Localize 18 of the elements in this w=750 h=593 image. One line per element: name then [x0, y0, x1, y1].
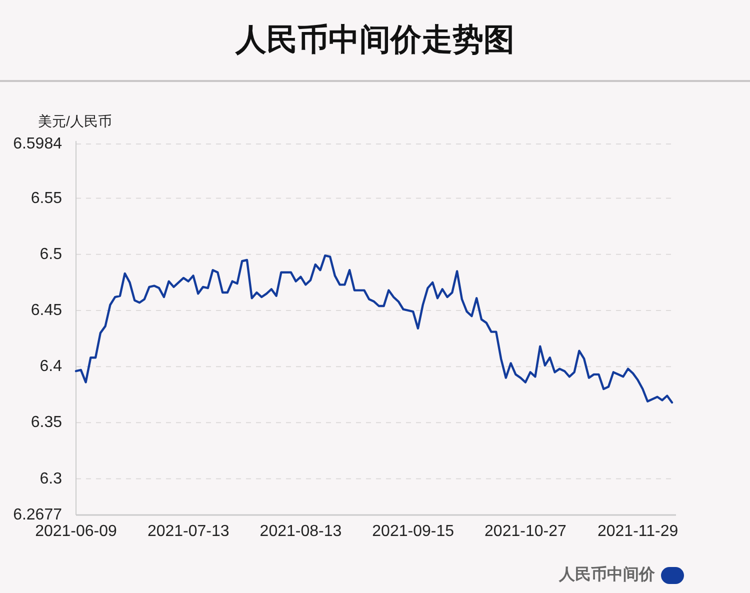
y-tick-label: 6.55 [30, 190, 62, 207]
y-axis-title: 美元/人民币 [38, 113, 112, 129]
y-tick-label: 6.3 [40, 470, 62, 488]
y-tick-label: 6.5984 [13, 136, 62, 152]
chart-title: 人民币中间价走势图 [234, 22, 514, 57]
y-tick-label: 6.45 [30, 302, 62, 319]
y-tick-label: 6.5 [40, 246, 62, 263]
legend-label: 人民币中间价 [558, 566, 656, 584]
x-tick-label: 2021-08-13 [260, 523, 342, 540]
x-tick-label: 2021-07-13 [147, 523, 230, 540]
x-tick-label: 2021-09-15 [372, 523, 454, 540]
y-tick-label: 6.35 [30, 414, 62, 432]
x-tick-label: 2021-06-09 [35, 523, 118, 540]
x-tick-label: 2021-11-29 [597, 523, 678, 540]
x-tick-label: 2021-10-27 [484, 523, 566, 540]
y-tick-label: 6.2677 [13, 506, 62, 524]
legend: 人民币中间价 [559, 566, 684, 584]
y-tick-label: 6.4 [40, 358, 62, 376]
